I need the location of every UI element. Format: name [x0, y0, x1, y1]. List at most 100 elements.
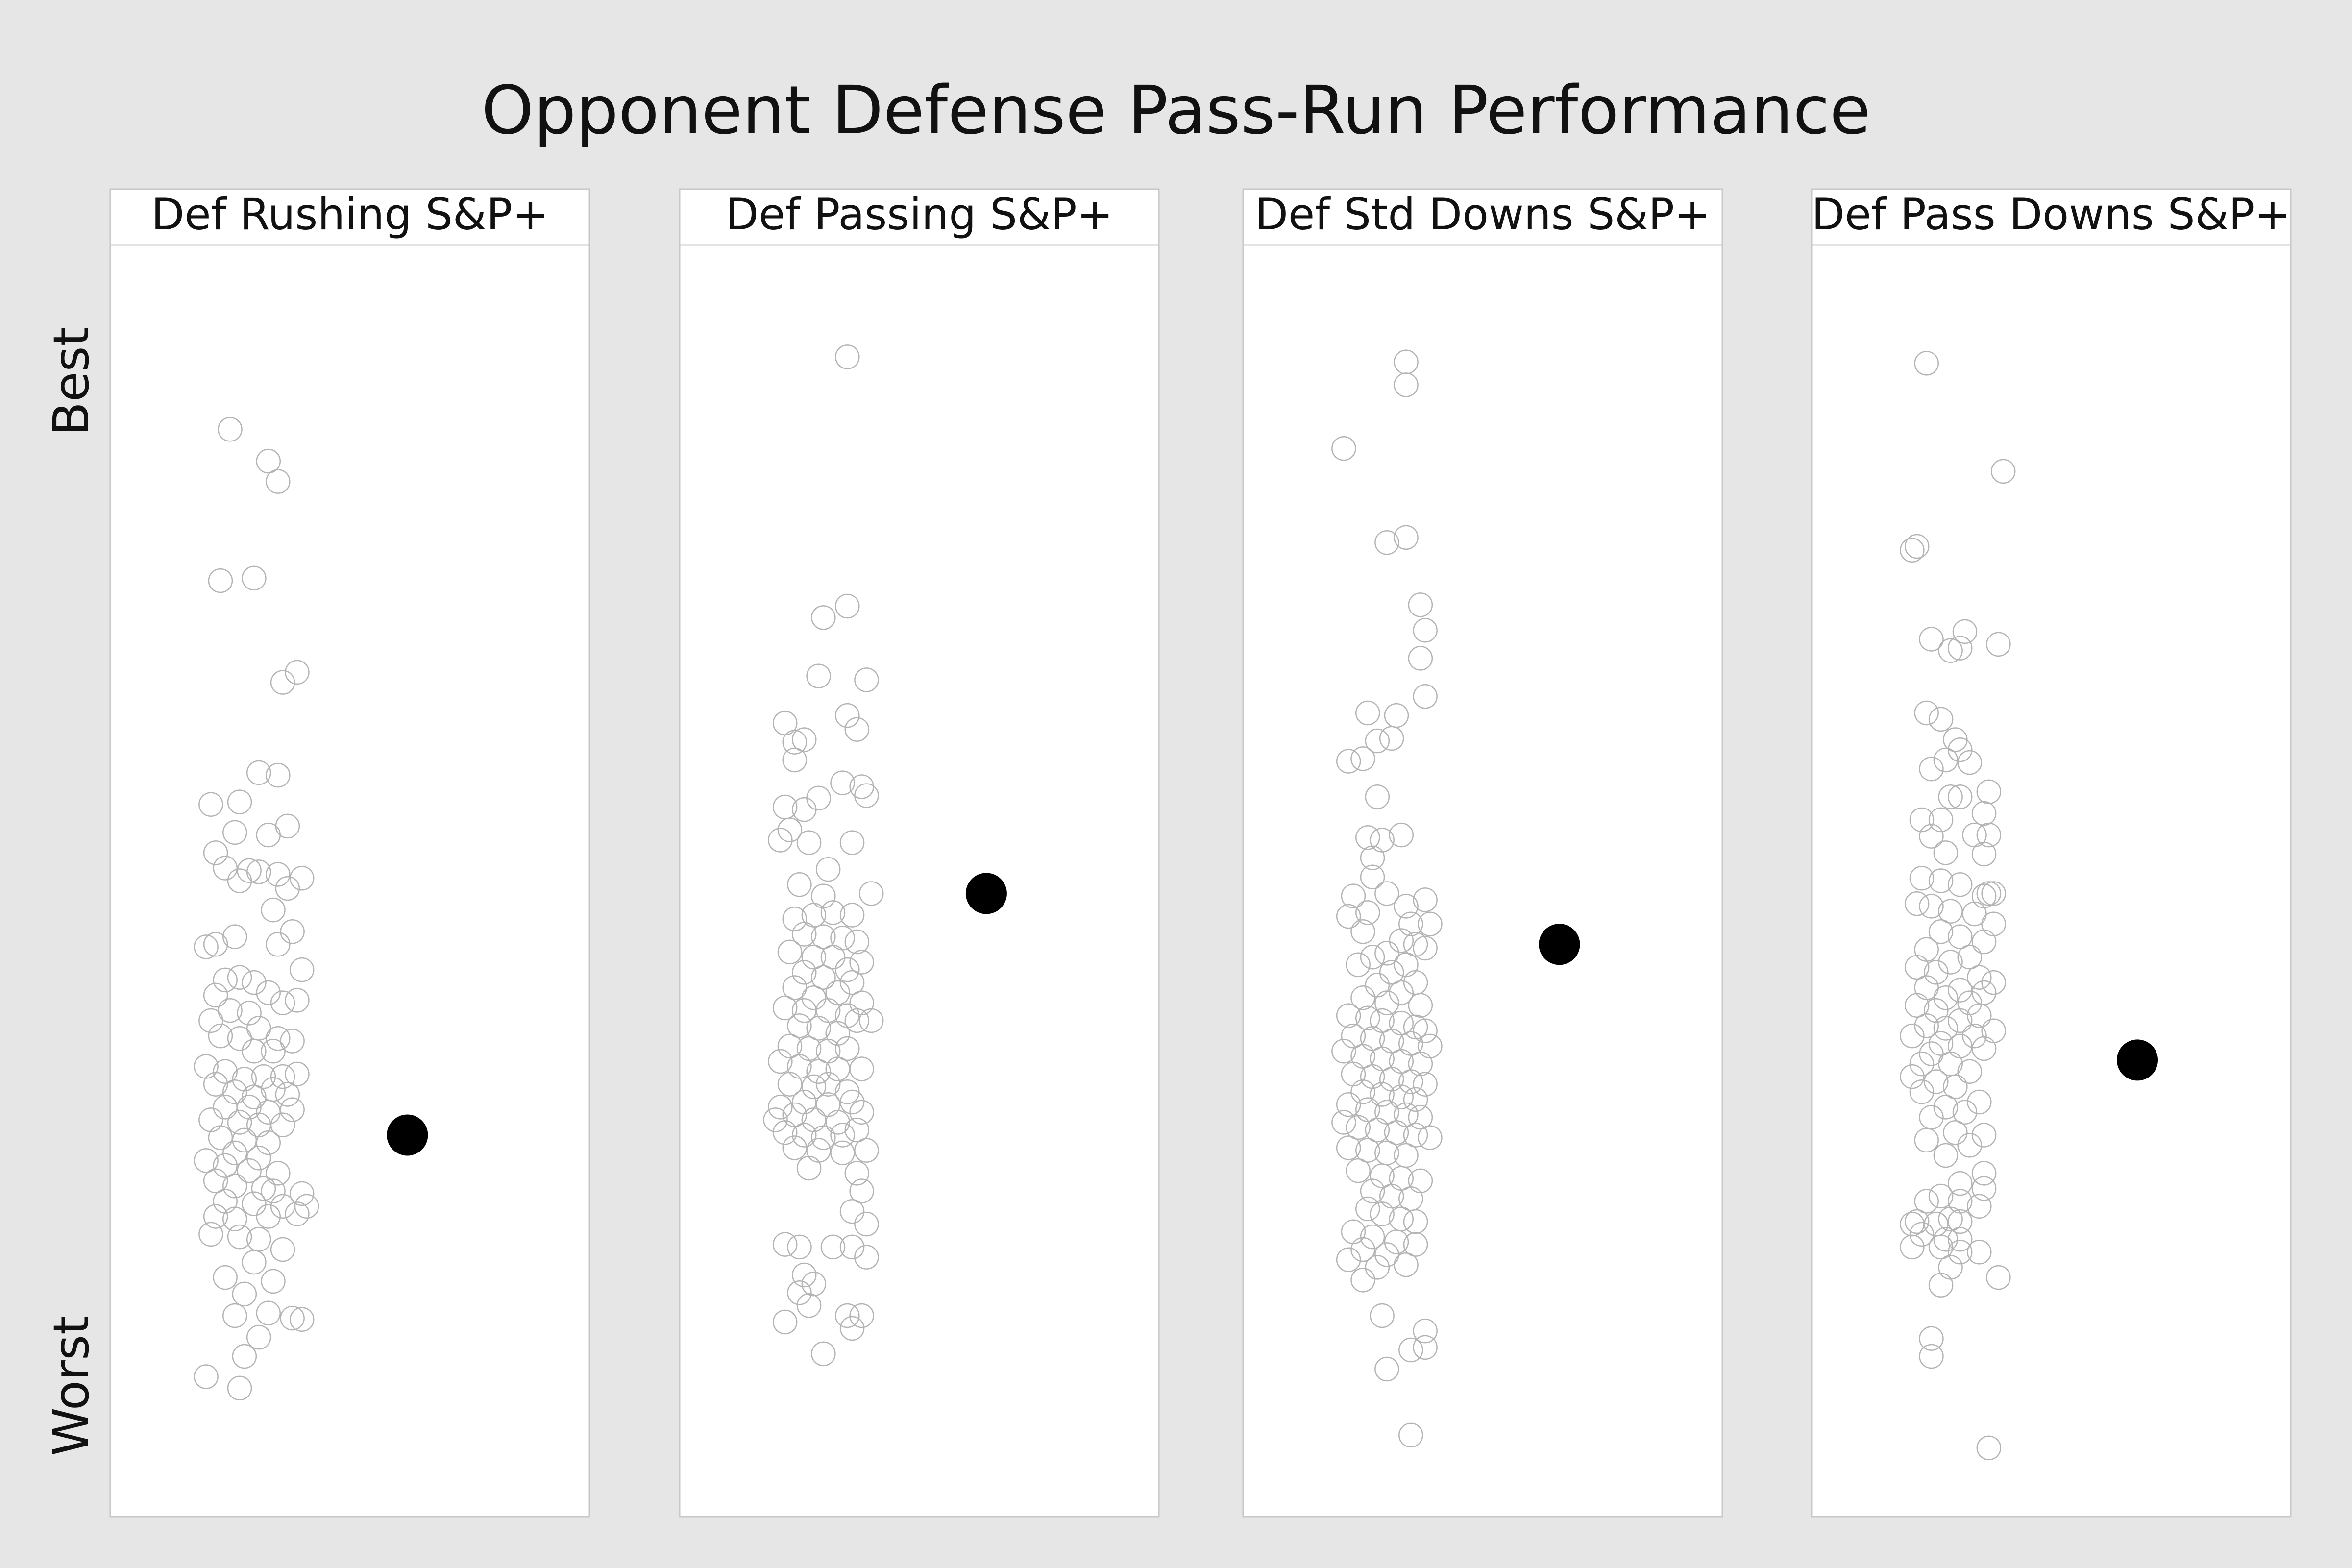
- data-point: [1398, 1069, 1423, 1094]
- data-point: [1403, 1087, 1428, 1112]
- data-point: [1928, 707, 1954, 732]
- data-point: [1990, 459, 2016, 484]
- data-point: [1957, 750, 1982, 775]
- data-point: [1904, 993, 1930, 1018]
- data-point: [1947, 1227, 1973, 1252]
- data-point: [280, 1029, 305, 1054]
- data-point: [1394, 372, 1419, 397]
- data-point: [844, 929, 870, 955]
- data-point: [1394, 349, 1419, 374]
- data-point: [280, 1097, 305, 1122]
- data-point: [1389, 928, 1414, 953]
- data-point: [1408, 592, 1433, 617]
- data-point: [763, 1107, 788, 1132]
- data-point: [1418, 1125, 1443, 1150]
- data-point: [256, 1204, 281, 1229]
- data-point: [1374, 530, 1399, 555]
- data-point: [1418, 911, 1443, 936]
- data-point: [1957, 1133, 1982, 1158]
- data-point: [835, 344, 860, 369]
- data-point: [222, 1079, 247, 1104]
- data-point: [280, 919, 305, 944]
- data-point: [1336, 1135, 1361, 1160]
- data-point: [1909, 1222, 1935, 1247]
- data-point: [1909, 807, 1935, 833]
- data-point: [1389, 822, 1414, 848]
- data-point: [1919, 824, 1944, 849]
- data-point: [1394, 1252, 1419, 1277]
- data-point: [1976, 779, 2002, 805]
- data-point: [1909, 1079, 1935, 1104]
- data-point: [768, 828, 793, 853]
- data-point: [787, 1234, 812, 1260]
- data-point: [203, 932, 228, 957]
- data-point: [1971, 929, 1997, 955]
- y-axis-worst-label: Worst: [43, 1316, 100, 1456]
- data-point: [811, 1341, 836, 1367]
- data-point: [1403, 932, 1428, 957]
- data-point: [203, 1204, 228, 1229]
- y-axis-best-label: Best: [43, 327, 100, 435]
- panel-1: Def Rushing S&P+: [109, 188, 590, 1518]
- data-point: [1981, 881, 2006, 906]
- data-point: [1398, 911, 1423, 936]
- data-point: [222, 1174, 247, 1199]
- data-point: [1394, 525, 1419, 550]
- data-point: [266, 932, 291, 957]
- data-point: [266, 1161, 291, 1186]
- data-point: [294, 1194, 319, 1219]
- data-point: [1904, 891, 1930, 916]
- data-point: [1933, 1143, 1959, 1168]
- data-point: [1374, 941, 1399, 966]
- data-point: [835, 957, 860, 982]
- data-point: [1355, 1005, 1380, 1031]
- data-point: [261, 1178, 286, 1203]
- data-point: [256, 448, 281, 474]
- data-point: [1374, 990, 1399, 1015]
- data-point: [1355, 1138, 1380, 1163]
- data-point: [1976, 881, 2002, 906]
- data-point: [227, 1110, 252, 1135]
- data-point: [1904, 955, 1930, 980]
- data-point: [792, 960, 817, 985]
- data-point: [1971, 1123, 1997, 1148]
- data-point: [251, 1064, 276, 1089]
- data-point: [1928, 1031, 1954, 1056]
- data-point: [1331, 436, 1356, 461]
- data-point: [1350, 985, 1375, 1010]
- data-point: [1928, 1183, 1954, 1209]
- data-point: [1413, 1072, 1438, 1097]
- data-point: [208, 568, 233, 593]
- data-point: [1962, 901, 1987, 927]
- data-point: [1919, 894, 1944, 919]
- data-point: [237, 1001, 262, 1026]
- data-point: [261, 1038, 286, 1064]
- data-point: [1914, 351, 1939, 376]
- data-point: [1379, 726, 1404, 751]
- data-point: [242, 1191, 267, 1216]
- data-point: [1389, 1084, 1414, 1109]
- data-point: [266, 862, 291, 887]
- data-point: [772, 1232, 798, 1257]
- data-point: [1408, 646, 1433, 671]
- data-point: [1360, 944, 1385, 970]
- data-point: [1374, 881, 1399, 906]
- data-point: [1370, 1201, 1395, 1226]
- data-point: [792, 797, 817, 822]
- data-point: [1360, 1224, 1385, 1250]
- data-point: [787, 872, 812, 897]
- data-point: [811, 1125, 836, 1150]
- data-point: [1403, 1209, 1428, 1234]
- data-point: [222, 1140, 247, 1166]
- panel-frame: [1242, 188, 1723, 1518]
- data-point: [830, 1140, 855, 1166]
- data-point: [198, 792, 223, 817]
- data-point: [218, 417, 243, 442]
- data-point: [1967, 1239, 1992, 1265]
- data-point: [820, 900, 846, 925]
- data-point: [839, 970, 865, 995]
- data-point: [806, 1059, 831, 1084]
- data-point: [854, 1245, 879, 1270]
- panel-title: Def Pass Downs S&P+: [1812, 189, 2291, 240]
- data-point: [1967, 1194, 1992, 1219]
